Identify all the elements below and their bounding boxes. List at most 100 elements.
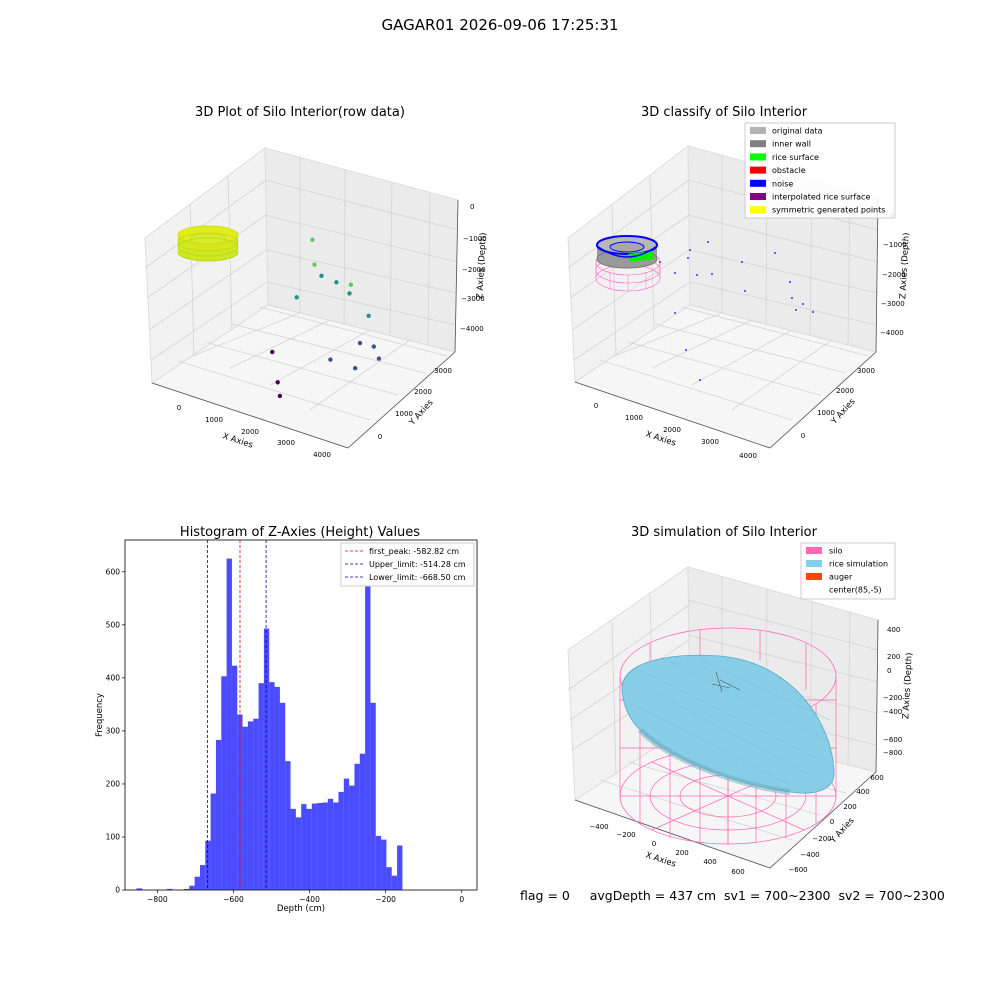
panel4-xtick: 400: [703, 858, 716, 866]
panel4-legend-swatch: [806, 560, 822, 567]
panel2-legend-label: inner wall: [772, 140, 811, 149]
histogram-bar: [253, 718, 259, 890]
panel1-tick-labels: 0 1000 2000 3000 4000 0 1000 2000 3000 0…: [177, 203, 487, 459]
panel2-y-axis: [769, 351, 877, 449]
histogram-bar: [359, 753, 366, 890]
panel2-zlabel: Z Axies (Depth): [898, 232, 911, 299]
panel1-xtick: 4000: [313, 451, 331, 459]
panel2-noise-point: [802, 303, 804, 305]
panel2-xtick: 1000: [625, 414, 643, 422]
histogram-xtick-label: −600: [223, 895, 244, 904]
panel4-ztick: 200: [887, 653, 900, 661]
panel2-noise-point: [699, 379, 701, 381]
histogram-bar: [242, 726, 248, 890]
panel2-legend-label: symmetric generated points: [772, 206, 885, 215]
panel2-noise-point: [689, 249, 691, 251]
panel1-x-axis: [151, 382, 349, 449]
panel4-xtick: 600: [731, 868, 744, 876]
panel1-ztick: −2000: [462, 266, 486, 274]
panel-histogram: Histogram of Z-Axies (Height) Values −80…: [95, 525, 478, 914]
histogram-bar: [166, 888, 173, 890]
panel1-data-point: [376, 356, 382, 361]
histogram-bar: [327, 798, 334, 890]
panel2-legend-label: interpolated rice surface: [772, 193, 870, 202]
panel1-scatter-points: [270, 237, 382, 399]
panel-classify: 3D classify of Silo Interior 0 1000 2000…: [567, 105, 912, 460]
panel1-data-point: [334, 280, 339, 285]
panel2-noise-point: [674, 312, 676, 314]
panel4-ytick: 0: [830, 818, 834, 826]
panel1-data-point: [319, 273, 324, 278]
histogram-bar: [295, 817, 302, 890]
histogram-bar: [370, 702, 376, 890]
panel2-noise-point: [791, 297, 793, 299]
panel1-ztick: −1000: [463, 235, 487, 243]
panel1-ytick: 1000: [395, 410, 413, 418]
histogram-bar: [290, 808, 296, 890]
panel2-noise-point: [696, 274, 698, 276]
histogram-bar: [311, 803, 318, 890]
panel2-legend-swatch: [750, 140, 766, 148]
panel4-zlabel: Z Axies (Depth): [901, 652, 914, 719]
histogram-xtick-label: −400: [299, 895, 320, 904]
panel4-ztick: −400: [883, 708, 902, 716]
panel1-ytick: 0: [378, 433, 382, 441]
figure-title: GAGAR01 2026-09-06 17:25:31: [381, 16, 619, 34]
panel4-legend: silo rice simulation auger center(85,-5): [800, 542, 896, 600]
histogram-bar: [226, 558, 232, 890]
panel4-xtick: 0: [652, 840, 656, 848]
panel2-ytick: 2000: [836, 387, 854, 395]
histogram-bar: [349, 785, 355, 890]
panel2-noise-point: [774, 252, 776, 254]
panel2-ztick: −1000: [883, 241, 907, 249]
histogram-bar: [285, 761, 291, 890]
panel1-data-point: [371, 344, 376, 349]
panel2-legend-label: obstacle: [772, 166, 806, 175]
panel1-grid: [144, 157, 459, 421]
histogram-title: Histogram of Z-Axies (Height) Values: [180, 525, 420, 540]
histogram-bar: [279, 702, 286, 890]
histogram-bar: [354, 763, 360, 890]
panel2-ztick: −2000: [882, 271, 906, 279]
panel2-legend-swatch: [750, 206, 766, 214]
panel1-xtick: 0: [177, 404, 181, 412]
panel2-xtick: 2000: [663, 426, 681, 434]
panel4-tick-labels: −400 −200 0 200 400 600 −600 −400 −200 0…: [589, 626, 902, 876]
panel4-legend-swatch: [806, 573, 822, 580]
panel4-z-axis: [875, 619, 879, 773]
panel2-noise-point: [795, 309, 797, 311]
panel1-ytick: 2000: [414, 388, 432, 396]
panel1-xtick: 2000: [241, 428, 259, 436]
histogram-bar: [183, 888, 190, 890]
histogram-bar: [333, 802, 339, 890]
panel2-legend-swatch: [750, 179, 766, 187]
histogram-bar: [221, 676, 227, 890]
panel2-xtick: 3000: [701, 438, 719, 446]
histogram-legend-label: first_peak: -582.82 cm: [369, 547, 459, 556]
panel2-tick-labels: 0 1000 2000 3000 4000 0 1000 2000 3000 0…: [594, 212, 907, 460]
panel4-ztick: 0: [887, 667, 891, 675]
histogram-ytick-label: 300: [106, 726, 121, 735]
panel2-legend: original data inner wall rice surface obsta…: [744, 122, 896, 219]
panel4-ytick: −200: [812, 835, 831, 843]
sv1-readout: sv1 = 700~2300: [724, 888, 831, 903]
panel4-ztick: −600: [883, 736, 902, 744]
panel1-ytick: 3000: [434, 367, 452, 375]
panel2-z-axis: [875, 197, 879, 353]
panel-simulation: 3D simulation of Silo Interior: [567, 525, 915, 876]
histogram-bar: [274, 686, 280, 890]
histogram-x-ticks: −800 −600 −400 −200 0: [147, 890, 464, 904]
panel4-rice-surface: [621, 654, 835, 795]
panel2-ytick: 1000: [817, 409, 835, 417]
panel4-legend-label: center(85,-5): [829, 586, 882, 595]
panel2-noise-point: [707, 241, 709, 243]
histogram-ytick-label: 100: [106, 832, 121, 841]
panel4-ztick: −800: [883, 749, 902, 757]
flag-readout: flag = 0: [520, 888, 570, 903]
panel2-grid: [567, 156, 879, 421]
panel2-noise-point: [674, 272, 676, 274]
panel2-xtick: 0: [594, 402, 598, 410]
panel4-ytick: 600: [870, 774, 883, 782]
panel2-x-axis: [574, 381, 771, 449]
